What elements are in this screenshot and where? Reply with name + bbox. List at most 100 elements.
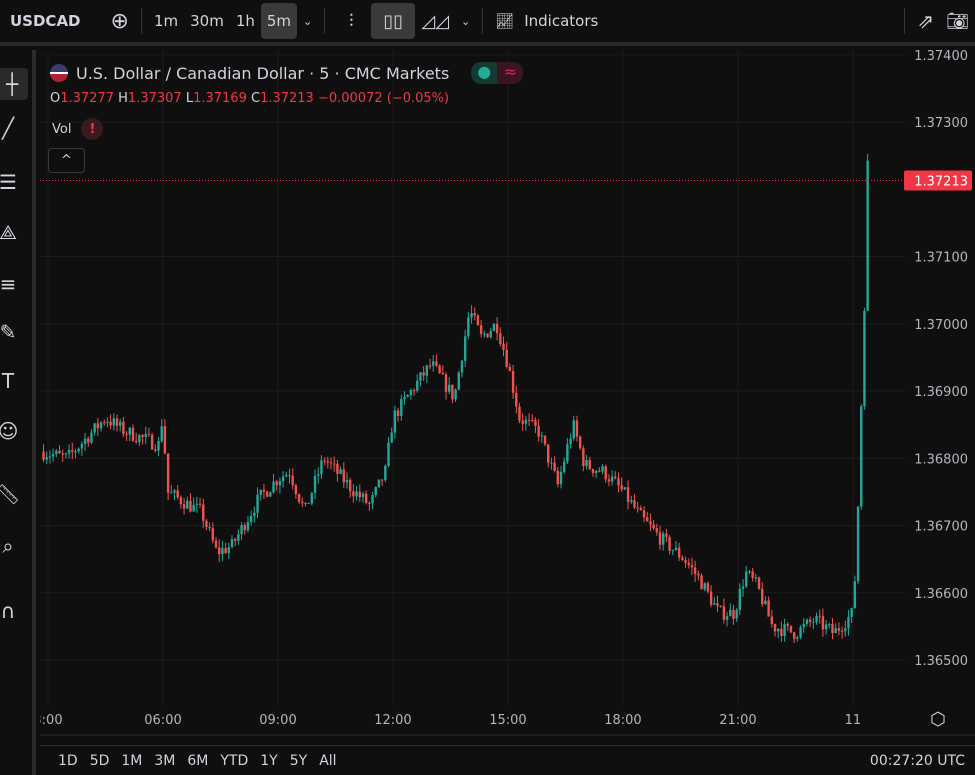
candle-body — [288, 475, 291, 477]
candle-body — [339, 469, 342, 474]
candle-body — [99, 422, 103, 429]
candle-body — [425, 365, 429, 376]
x-tick-label: 21:00 — [719, 713, 756, 728]
y-tick-label: 1.36500 — [914, 654, 968, 669]
trend-line-icon[interactable]: ╱ — [1, 116, 15, 140]
range-all[interactable]: All — [319, 752, 337, 769]
candle-body — [380, 479, 384, 481]
candle-body — [495, 323, 499, 334]
candle-body — [253, 512, 256, 516]
x-tick-label: 06:00 — [144, 713, 181, 728]
candle-body — [87, 438, 90, 443]
range-5y[interactable]: 5Y — [289, 752, 308, 769]
y-tick-label: 1.37000 — [914, 318, 968, 333]
candle-body — [230, 539, 234, 548]
interval-30m[interactable]: 30m — [190, 12, 224, 30]
open-external-icon[interactable]: ⇗ — [917, 9, 935, 33]
candle-body — [451, 384, 454, 400]
candle-body — [773, 624, 777, 632]
candle-body — [620, 485, 623, 490]
candle-body — [214, 540, 218, 548]
candle-body — [834, 628, 837, 634]
candle-body — [729, 609, 732, 617]
candle-body — [687, 562, 690, 565]
candle-body — [189, 500, 192, 512]
interval-1h[interactable]: 1h — [235, 12, 255, 30]
compare-add-icon[interactable]: ⊕ — [110, 8, 129, 34]
candle-body — [333, 463, 336, 465]
chevron-down-icon[interactable]: ⌄ — [303, 14, 313, 28]
interval-1m[interactable]: 1m — [153, 12, 179, 30]
candle-body — [198, 503, 202, 505]
chevron-down-icon[interactable]: ⌄ — [460, 14, 471, 28]
candle-body — [323, 460, 326, 462]
divider — [140, 8, 142, 34]
candle-body — [483, 333, 486, 335]
candle-body — [693, 567, 697, 574]
range-ytd[interactable]: YTD — [220, 752, 249, 769]
candle-body — [818, 615, 821, 617]
candle-body — [655, 528, 659, 533]
symbol-search[interactable]: USDCAD — [10, 12, 81, 30]
y-tick-label: 1.36600 — [914, 587, 968, 602]
utc-clock[interactable]: 00:27:20 UTC — [869, 752, 965, 769]
candle-body — [166, 453, 170, 493]
candle-body — [754, 577, 758, 579]
bar-chart-type-icon[interactable]: ⫶ — [349, 10, 354, 32]
text-icon[interactable]: T — [1, 369, 15, 393]
candle-body — [668, 536, 671, 551]
candle-body — [93, 423, 96, 433]
candle-body — [764, 600, 767, 605]
chart-settings-icon[interactable]: ⬡ — [930, 709, 946, 730]
candle-body — [304, 502, 307, 504]
brush-icon[interactable]: ✎ — [0, 320, 17, 344]
candle-body — [486, 333, 489, 338]
candle-body — [64, 453, 68, 455]
collapse-legend-button[interactable]: ^ — [48, 148, 85, 173]
range-5d[interactable]: 5D — [89, 752, 110, 769]
candles-chart-type-icon[interactable]: ▯▯ — [371, 3, 416, 39]
candle-body — [467, 317, 470, 337]
candle-body — [646, 517, 649, 522]
candle-body — [400, 399, 403, 416]
indicators-button[interactable]: 📈︎ Indicators — [489, 3, 604, 39]
candle-body — [278, 481, 282, 486]
divider — [482, 8, 484, 34]
crosshair-icon[interactable]: ┼ — [0, 68, 28, 100]
ruler-icon[interactable]: 📏︎ — [0, 482, 21, 506]
candle-body — [610, 476, 614, 482]
camera-icon[interactable]: 📷︎ — [946, 10, 969, 32]
range-1y[interactable]: 1Y — [260, 752, 278, 769]
candle-body — [505, 349, 508, 367]
range-6m[interactable]: 6M — [187, 752, 209, 769]
candle-body — [578, 436, 582, 449]
area-chart-type-icon[interactable]: ◿◿ — [421, 10, 449, 32]
volume-indicator[interactable]: Vol ! — [52, 118, 104, 140]
magnet-icon[interactable]: ∩ — [0, 599, 16, 623]
candle-body — [103, 422, 106, 424]
prediction-icon[interactable]: ≡ — [0, 272, 17, 296]
range-1m[interactable]: 1M — [121, 752, 143, 769]
candle-body — [419, 372, 422, 381]
interval-5m[interactable]: 5m — [260, 3, 298, 39]
x-tick-label: 09:00 — [259, 713, 296, 728]
zoom-icon[interactable]: ⌕ — [2, 534, 14, 558]
candle-body — [757, 577, 761, 589]
candle-body — [150, 434, 154, 450]
range-1d[interactable]: 1D — [58, 752, 78, 769]
candle-body — [476, 315, 480, 326]
emoji-icon[interactable]: ☺ — [0, 419, 19, 443]
candle-body — [291, 475, 294, 486]
range-3m[interactable]: 3M — [154, 752, 176, 769]
pattern-icon[interactable]: ⟁ — [0, 220, 17, 244]
fib-icon[interactable]: ☰ — [0, 170, 17, 194]
candle-body — [285, 475, 288, 477]
warning-icon[interactable]: ! — [81, 118, 104, 140]
candle-body — [709, 591, 713, 605]
candle-body — [671, 550, 674, 552]
candle-body — [134, 440, 138, 443]
price-chart[interactable]: 1.37400 1.37300 1.37100 1.37000 1.36900 1.368… — [40, 50, 975, 775]
y-tick-label: 1.37400 — [914, 50, 968, 64]
candle-body — [371, 494, 374, 504]
candle-body — [42, 451, 45, 460]
